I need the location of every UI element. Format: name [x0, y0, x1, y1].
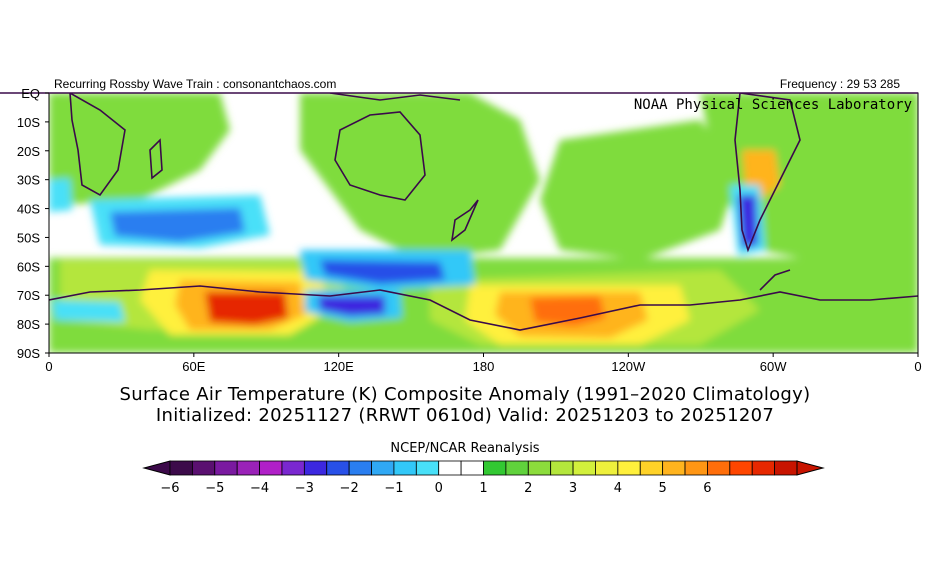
colorbar-tick-label: −3 [295, 481, 314, 496]
colorbar-cell [707, 461, 729, 475]
colorbar-cell [237, 461, 259, 475]
lat-label: 20S [17, 144, 40, 159]
colorbar-high-arrow [797, 461, 823, 475]
lon-label: 180 [473, 359, 495, 374]
longitude-axis: 0 60E 120E 180 120W 60W 0 [45, 353, 921, 374]
colorbar-cell [170, 461, 192, 475]
lat-label: 30S [17, 173, 40, 188]
colorbar-cell [439, 461, 461, 475]
colorbar-cell [752, 461, 774, 475]
colorbar-cell [618, 461, 640, 475]
colorbar-tick-label: 2 [524, 481, 532, 496]
colorbar-low-arrow [144, 461, 170, 475]
colorbar-cell [327, 461, 349, 475]
map-title-line-2: Initialized: 20251127 (RRWT 0610d) Valid… [0, 405, 930, 426]
colorbar-cell [215, 461, 237, 475]
colorbar-tick-label: 5 [659, 481, 667, 496]
colorbar-cell [595, 461, 617, 475]
colorbar-tick-label: −1 [384, 481, 403, 496]
lat-label: 10S [17, 115, 40, 130]
lat-label: 70S [17, 288, 40, 303]
colorbar-label: NCEP/NCAR Reanalysis [0, 441, 930, 456]
colorbar-cell [461, 461, 483, 475]
colorbar-cell [192, 461, 214, 475]
colorbar-cell [506, 461, 528, 475]
anomaly-region [205, 292, 288, 325]
colorbar-cell [551, 461, 573, 475]
colorbar-cell [573, 461, 595, 475]
colorbar-tick-label: −6 [160, 481, 179, 496]
latitude-axis: EQ 10S 20S 30S 40S 50S 60S 70S 80S 90S [17, 86, 49, 361]
lat-label: 60S [17, 259, 40, 274]
colorbar-cell [304, 461, 326, 475]
colorbar-tick-label: 1 [479, 481, 487, 496]
anomaly-map: NOAA Physical Sciences Laboratory EQ 10S 2… [0, 0, 930, 380]
colorbar-cell [372, 461, 394, 475]
lon-label: 0 [914, 359, 921, 374]
colorbar-tick-label: 0 [435, 481, 443, 496]
colorbar-tick-label: 6 [703, 481, 711, 496]
colorbar-ticks: −6 −5 −4 −3 −2 −1 0 1 2 3 4 5 6 [160, 481, 711, 496]
colorbar-cell [640, 461, 662, 475]
lon-label: 60E [182, 359, 205, 374]
anomaly-region [49, 178, 72, 212]
colorbar-cell [416, 461, 438, 475]
lat-label: 40S [17, 202, 40, 217]
colorbar-cell [663, 461, 685, 475]
colorbar-cell [528, 461, 550, 475]
colorbar-cell [685, 461, 707, 475]
colorbar-cell [775, 461, 797, 475]
anomaly-field [49, 93, 918, 353]
colorbar-tick-label: −5 [205, 481, 224, 496]
colorbar-cell [730, 461, 752, 475]
lat-label: 90S [17, 346, 40, 361]
colorbar-cells [144, 461, 823, 475]
colorbar-cell [484, 461, 506, 475]
colorbar-tick-label: 4 [614, 481, 622, 496]
lat-label: 80S [17, 317, 40, 332]
lon-label: 120W [611, 359, 646, 374]
lat-label: 50S [17, 230, 40, 245]
map-title-line-1: Surface Air Temperature (K) Composite An… [0, 384, 930, 405]
lon-label: 60W [760, 359, 787, 374]
anomaly-region [52, 300, 125, 322]
lat-label: EQ [21, 86, 40, 101]
colorbar-cell [282, 461, 304, 475]
noaa-psl-label: NOAA Physical Sciences Laboratory [634, 97, 912, 113]
colorbar-cell [349, 461, 371, 475]
colorbar-tick-label: 3 [569, 481, 577, 496]
colorbar-cell [260, 461, 282, 475]
colorbar-tick-label: −2 [340, 481, 359, 496]
colorbar-cell [394, 461, 416, 475]
lon-label: 0 [45, 359, 52, 374]
lon-label: 120E [323, 359, 354, 374]
colorbar-tick-label: −4 [250, 481, 269, 496]
